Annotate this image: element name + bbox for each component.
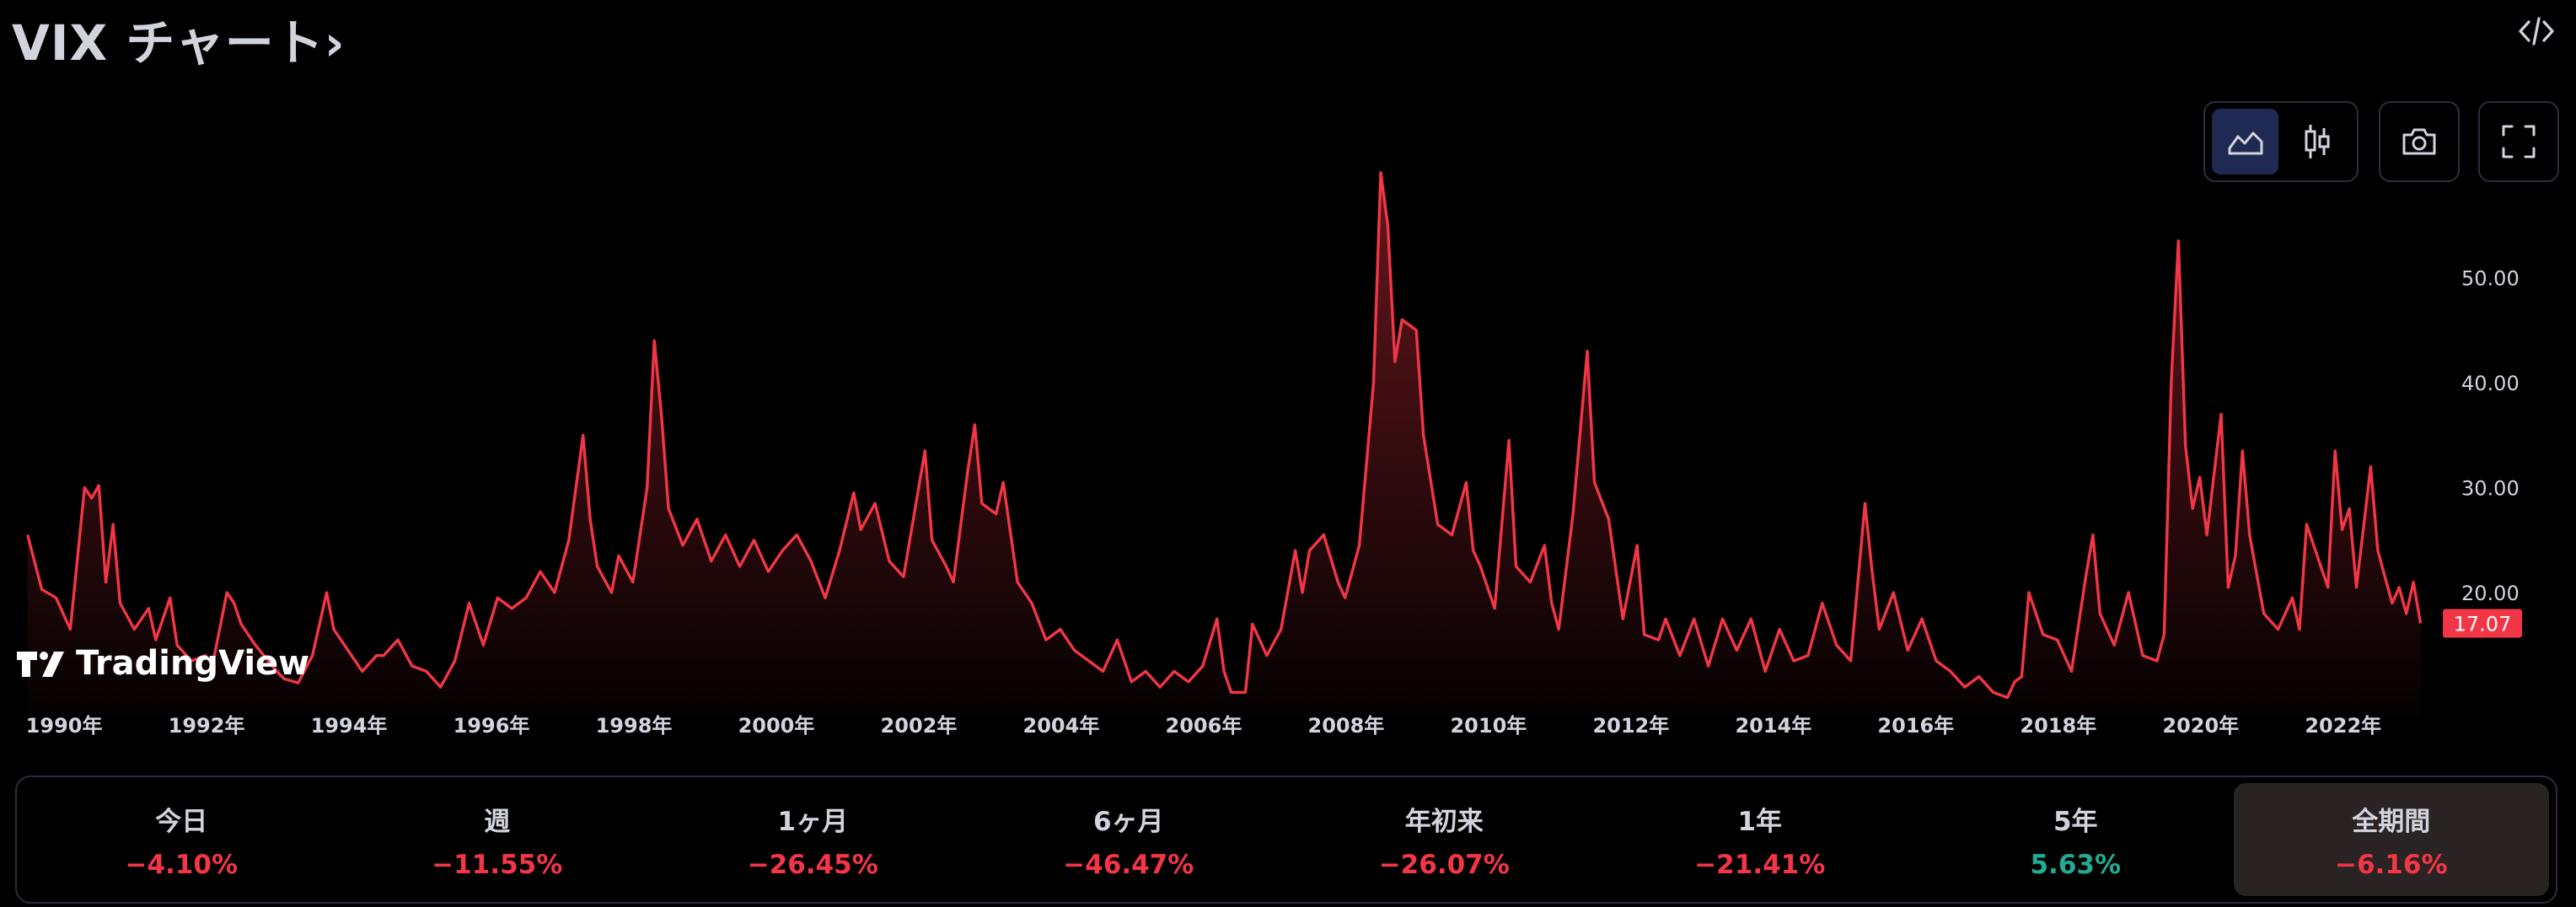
x-tick-label: 1998年 (596, 714, 673, 738)
period-label: 1ヶ月 (777, 806, 849, 837)
x-tick-label: 2012年 (1592, 714, 1669, 738)
x-tick-label: 1996年 (453, 714, 530, 738)
x-tick-label: 2016年 (1877, 714, 1954, 738)
period-all-time[interactable]: 全期間 −6.16% (2233, 783, 2549, 896)
candlestick-button[interactable] (2284, 109, 2350, 174)
series-area-fill (27, 172, 2421, 716)
period-label: 6ヶ月 (1092, 806, 1164, 837)
x-tick-label: 2018年 (2020, 714, 2096, 738)
period-6-months[interactable]: 6ヶ月 −46.47% (971, 783, 1287, 896)
period-1-year[interactable]: 1年 −21.41% (1602, 783, 1919, 896)
period-change: −46.47% (1063, 849, 1194, 880)
series-line (26, 171, 2423, 700)
x-tick-label: 2020年 (2162, 714, 2239, 738)
chart-title-link[interactable]: VIX チャート› (12, 14, 346, 72)
period-ytd[interactable]: 年初来 −26.07% (1286, 783, 1602, 896)
tradingview-watermark: TradingView (15, 644, 309, 683)
y-tick-label: 50.00 (2461, 266, 2520, 290)
x-tick-label: 2004年 (1023, 714, 1100, 738)
chart-style-toggle (2203, 101, 2359, 182)
fullscreen-button[interactable] (2485, 109, 2552, 174)
watermark-text: TradingView (76, 644, 310, 683)
period-change: −21.41% (1694, 849, 1826, 880)
period-5-years[interactable]: 5年 5.63% (1918, 783, 2234, 896)
fullscreen-icon (2502, 125, 2536, 158)
period-change: −11.55% (432, 849, 563, 880)
x-tick-label: 2022年 (2305, 714, 2381, 738)
y-tick-label: 30.00 (2461, 476, 2520, 500)
period-label: 全期間 (2352, 806, 2431, 837)
period-change: −4.10% (125, 849, 239, 880)
period-change: 5.63% (2030, 849, 2122, 880)
x-tick-label: 2014年 (1735, 714, 1811, 738)
snapshot-group (2379, 101, 2460, 182)
x-tick-label: 1990年 (26, 714, 103, 738)
period-label: 今日 (155, 806, 208, 837)
camera-icon (2402, 128, 2436, 155)
x-tick-label: 2002年 (881, 714, 958, 738)
period-change: −26.07% (1378, 849, 1510, 880)
period-performance-bar: 今日 −4.10% 週 −11.55% 1ヶ月 −26.45% 6ヶ月 −46.… (15, 776, 2557, 904)
y-tick-label: 20.00 (2461, 582, 2520, 605)
period-change: −6.16% (2334, 849, 2448, 880)
period-label: 週 (484, 806, 511, 837)
embed-code-button[interactable] (2515, 10, 2557, 52)
period-1-month[interactable]: 1ヶ月 −26.45% (655, 783, 971, 896)
period-change: −26.45% (747, 849, 878, 880)
x-tick-label: 2010年 (1450, 714, 1527, 738)
x-tick-label: 1994年 (311, 714, 388, 738)
snapshot-button[interactable] (2385, 109, 2453, 174)
period-label: 5年 (2053, 806, 2098, 837)
x-tick-label: 1992年 (169, 714, 245, 738)
area-chart-button[interactable] (2212, 109, 2278, 174)
period-today[interactable]: 今日 −4.10% (24, 783, 340, 896)
x-tick-label: 2000年 (738, 714, 815, 738)
last-value-label: 17.07 (2454, 613, 2512, 636)
period-label: 年初来 (1404, 806, 1484, 837)
x-tick-label: 2008年 (1308, 714, 1385, 738)
x-tick-label: 2006年 (1166, 714, 1242, 738)
tradingview-logo-icon (17, 652, 64, 677)
last-value-badge (2443, 609, 2522, 638)
code-embed-icon (2519, 17, 2554, 46)
y-tick-label: 40.00 (2461, 372, 2520, 395)
period-week[interactable]: 週 −11.55% (340, 783, 656, 896)
period-label: 1年 (1737, 806, 1783, 837)
vix-chart[interactable]: 20.00 30.00 40.00 50.00 1990年 1992年 1994年 1996年… (0, 135, 2576, 742)
candlestick-icon (2305, 125, 2329, 158)
fullscreen-group (2478, 101, 2559, 182)
area-chart-icon (2228, 131, 2262, 155)
